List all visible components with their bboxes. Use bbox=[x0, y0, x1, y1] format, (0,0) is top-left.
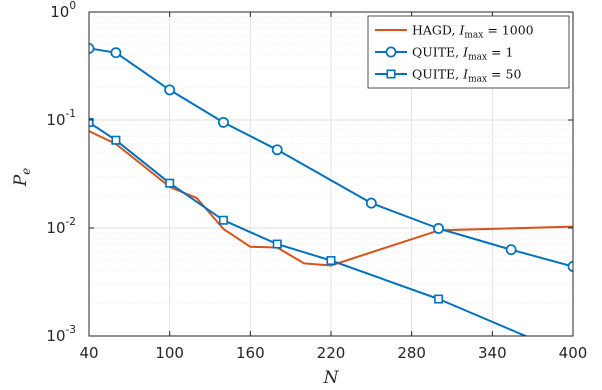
legend-label-3: QUITE, Imax = 50 bbox=[412, 67, 521, 85]
y-tick-label: 100 bbox=[50, 0, 76, 21]
data-point-3 bbox=[272, 239, 282, 249]
y-tick-base: 10 bbox=[46, 219, 65, 237]
legend-label-part: = 1 bbox=[487, 45, 513, 60]
legend-label-part: I bbox=[458, 23, 465, 38]
legend-label-part: max bbox=[468, 75, 487, 85]
y-tick-exponent: 0 bbox=[69, 0, 76, 12]
legend-marker-2 bbox=[385, 46, 397, 58]
data-point-2 bbox=[505, 244, 517, 256]
data-point-2 bbox=[164, 84, 176, 96]
series-1 bbox=[89, 130, 573, 267]
y-tick-exponent: -2 bbox=[66, 216, 76, 228]
y-tick-exponent: -3 bbox=[66, 324, 76, 336]
data-point-3 bbox=[165, 178, 175, 188]
x-tick-label: 220 bbox=[317, 344, 346, 362]
legend-label-part: = 1000 bbox=[483, 23, 533, 38]
y-tick-base: 10 bbox=[46, 111, 65, 129]
y-tick-base: 10 bbox=[46, 327, 65, 345]
x-tick-label: 280 bbox=[397, 344, 426, 362]
x-tick-label: 340 bbox=[478, 344, 507, 362]
legend-label-1: HAGD, Imax = 1000 bbox=[412, 23, 534, 41]
legend-marker-3 bbox=[386, 69, 396, 79]
legend-label-part: QUITE, bbox=[412, 67, 463, 82]
data-point-2 bbox=[110, 47, 122, 59]
data-point-2 bbox=[271, 144, 283, 156]
y-tick-label: 10-3 bbox=[46, 324, 76, 345]
y-tick-exponent: -1 bbox=[66, 108, 76, 120]
series-line-1 bbox=[89, 130, 573, 267]
y-tick-base: 10 bbox=[50, 3, 69, 21]
y-tick-label: 10-1 bbox=[46, 108, 76, 129]
series-3 bbox=[89, 117, 529, 336]
legend-label-part: I bbox=[462, 67, 469, 82]
data-point-3 bbox=[218, 215, 228, 225]
legend-label-part: max bbox=[468, 53, 487, 63]
data-point-2 bbox=[365, 197, 377, 209]
legend-label-part: I bbox=[462, 45, 469, 60]
series-2 bbox=[89, 42, 573, 272]
x-tick-label: 400 bbox=[559, 344, 588, 362]
legend-label-part: max bbox=[464, 31, 483, 41]
x-tick-label: 40 bbox=[79, 344, 98, 362]
y-tick-label: 10-2 bbox=[46, 216, 76, 237]
data-point-2 bbox=[433, 223, 445, 234]
legend-label-part: QUITE, bbox=[412, 45, 463, 60]
data-point-2 bbox=[567, 261, 573, 272]
legend-label-part: = 50 bbox=[487, 67, 521, 82]
data-point-3 bbox=[111, 135, 121, 145]
y-axis-label: Pe bbox=[11, 168, 33, 188]
data-point-2 bbox=[217, 116, 229, 128]
legend-label-2: QUITE, Imax = 1 bbox=[412, 45, 513, 63]
x-axis-label: N bbox=[323, 368, 340, 388]
data-point-3 bbox=[326, 256, 336, 266]
y-axis-label-subscript: e bbox=[19, 168, 33, 175]
x-tick-label: 100 bbox=[155, 344, 184, 362]
series-layer bbox=[89, 42, 573, 336]
legend-label-part: HAGD, bbox=[412, 23, 459, 38]
data-point-3 bbox=[434, 294, 444, 304]
series-line-3 bbox=[89, 121, 529, 336]
x-tick-label: 160 bbox=[236, 344, 265, 362]
